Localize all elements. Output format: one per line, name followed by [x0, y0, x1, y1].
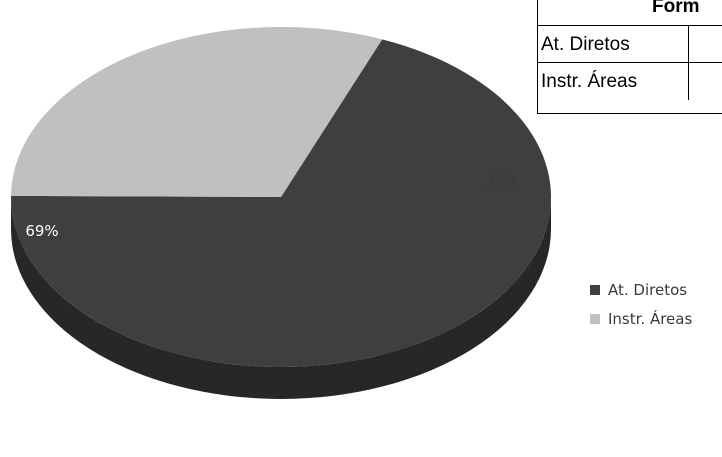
pie-slice [11, 39, 552, 368]
pie-slice-side [11, 197, 551, 399]
table-cell-label: At. Diretos [541, 26, 689, 62]
chart-legend: At. Diretos Instr. Áreas [590, 280, 692, 338]
table-row: At. Diretos [538, 26, 722, 63]
pie-labels-group: 69% 31% [25, 172, 517, 240]
table-cell-label: Instr. Áreas [541, 63, 689, 100]
legend-label: Instr. Áreas [608, 310, 693, 328]
legend-swatch [590, 285, 600, 295]
pie-data-label: 69% [25, 222, 58, 240]
legend-label: At. Diretos [608, 281, 688, 299]
pie-data-label: 31% [484, 172, 517, 190]
data-table: Form At. Diretos Instr. Áreas [537, 0, 722, 114]
legend-item-instr-areas: Instr. Áreas [590, 309, 692, 329]
pie-slice [11, 27, 383, 198]
legend-item-at-diretos: At. Diretos [590, 280, 692, 300]
table-row: Instr. Áreas [538, 63, 722, 100]
table-header: Form [538, 0, 722, 26]
pie-top-group [11, 27, 552, 368]
legend-swatch [590, 314, 600, 324]
pie-side-group [11, 197, 551, 399]
